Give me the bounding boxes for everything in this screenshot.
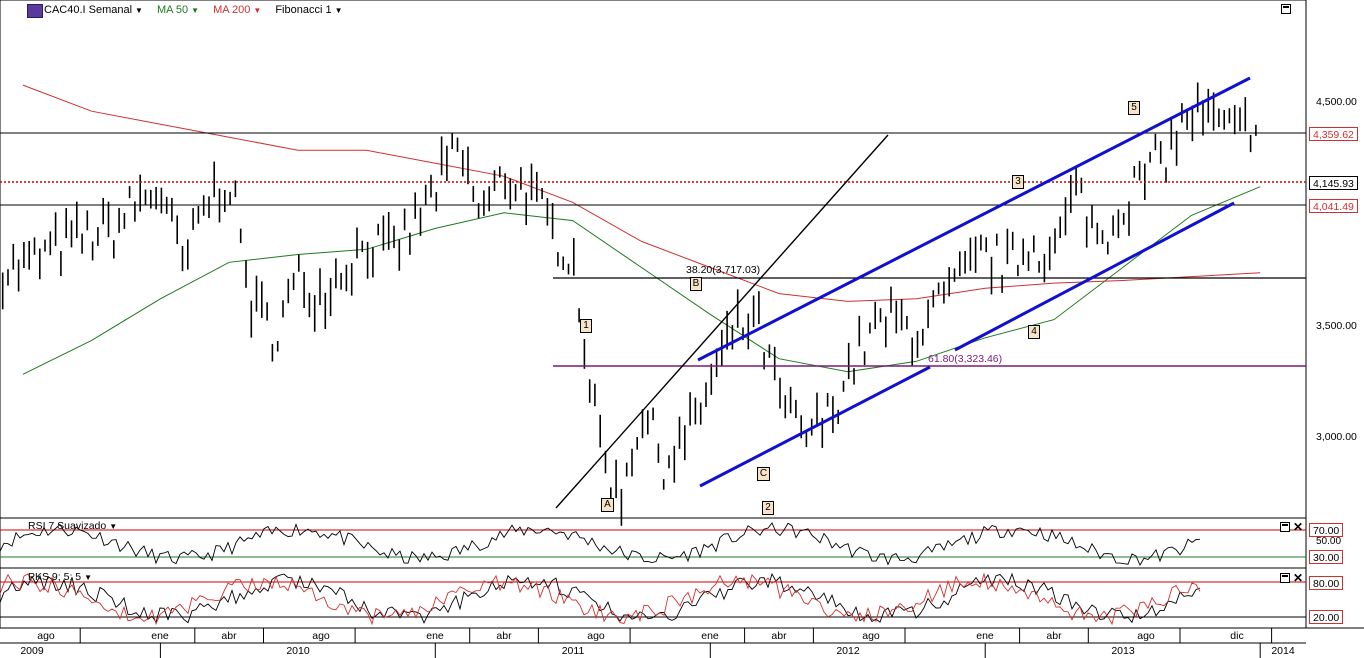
month-tick-label: ene [701,630,719,642]
year-tick-label: 2013 [1111,645,1135,657]
month-tick-label: abr [771,630,787,642]
pks-layer [0,572,1201,626]
pks-level-20: 20.00 [1309,610,1344,624]
ma50-label: MA 50 [156,4,189,16]
ma200-label: MA 200 [213,4,251,16]
month-tick-label: ago [1137,630,1155,642]
rsi-layer [0,522,1201,566]
year-tick-label: 2010 [286,645,310,657]
pks-label: PKS 9; 5; 5 [28,571,82,583]
pks-k-line [0,572,1201,624]
wave-label-c: C [757,467,770,481]
pks-panel-border [0,567,1307,629]
wave-label-1: 1 [580,319,592,333]
pks-d-line [0,572,1201,626]
price-tick: 3,500.00 [1316,320,1357,332]
price-tag-high: 4,359.62 [1309,127,1358,141]
wave-label-5: 5 [1128,101,1140,115]
price-tick: 3,000.00 [1316,431,1357,443]
chevron-down-icon: ▼ [253,5,262,15]
chevron-down-icon: ▼ [84,572,93,582]
month-tick-label: ene [151,630,169,642]
rsi-line [0,522,1201,566]
chevron-down-icon: ▼ [135,5,143,15]
month-tick-label: abr [221,630,237,642]
chevron-down-icon: ▼ [191,5,200,15]
month-tick-label: ago [37,630,55,642]
year-tick-label: 2011 [561,645,585,657]
month-tick-label: dic [1230,630,1244,642]
rsi-indicator-dropdown[interactable]: RSI 7 Suavizado ▼ [28,520,117,532]
pks-maximize-button[interactable] [1280,573,1290,583]
chevron-down-icon: ▼ [334,5,343,15]
rsi-level-30: 30.00 [1309,550,1344,564]
year-tick-label: 2014 [1271,645,1295,657]
fib-label: Fibonacci 1 [275,4,332,16]
wave-label-a: A [601,498,614,512]
chevron-down-icon: ▼ [109,521,118,531]
ma50-dropdown[interactable]: MA 50 ▼ [157,4,199,16]
ma200-dropdown[interactable]: MA 200 ▼ [213,4,261,16]
rsi-panel-border [0,517,1307,569]
time-axis-separators [79,628,1273,658]
month-tick-label: ene [426,630,444,642]
pks-close-icon[interactable]: ✕ [1293,571,1304,585]
price-panel-border [0,0,1307,519]
cfd-logo [27,4,43,18]
rsi-level-50: 50.00 [1316,536,1342,547]
rsi-maximize-button[interactable] [1280,522,1290,532]
fib-62-label: 61.80(3,323.46) [928,353,1002,365]
symbol-label: CAC40.I Semanal [44,4,133,16]
black-trendline [555,134,889,509]
chart-toolbar: CAC40.I Semanal ▼ MA 50 ▼ MA 200 ▼ Fibon… [44,3,343,17]
rsi-label: RSI 7 Suavizado [28,520,107,532]
month-tick-label: ene [976,630,994,642]
price-tick: 4,500.00 [1316,96,1357,108]
wave-label-3: 3 [1012,175,1024,189]
month-tick-label: abr [1046,630,1062,642]
channel-upper-line [697,76,1251,362]
year-tick-label: 2012 [836,645,860,657]
price-tag-support: 4,041.49 [1309,199,1358,213]
channel-lower-line [699,365,931,488]
rsi-close-icon[interactable]: ✕ [1293,520,1304,534]
ma50-line [22,186,1261,375]
rsi-level-70: 70.00 [1309,523,1344,537]
price-tag-last: 4,145.93 [1309,176,1358,190]
fib-dropdown[interactable]: Fibonacci 1 ▼ [275,4,342,16]
month-tick-label: ago [862,630,880,642]
ma200-line [22,84,1261,302]
month-tick-label: ago [587,630,605,642]
pks-indicator-dropdown[interactable]: PKS 9; 5; 5 ▼ [28,571,92,583]
wave-label-4: 4 [1028,325,1040,339]
year-tick-label: 2009 [20,645,44,657]
month-tick-label: ago [312,630,330,642]
series-layer [1,82,1261,526]
wave-label-2: 2 [762,501,774,515]
wave-label-b: B [690,277,702,291]
symbol-dropdown[interactable]: CAC40.I Semanal ▼ [44,4,143,16]
maximize-button[interactable] [1281,4,1291,14]
pks-level-80: 80.00 [1309,576,1344,590]
fib-38-label: 38.20(3,717.03) [686,264,760,276]
channel-lower-line-2 [954,201,1235,352]
month-tick-label: abr [496,630,512,642]
